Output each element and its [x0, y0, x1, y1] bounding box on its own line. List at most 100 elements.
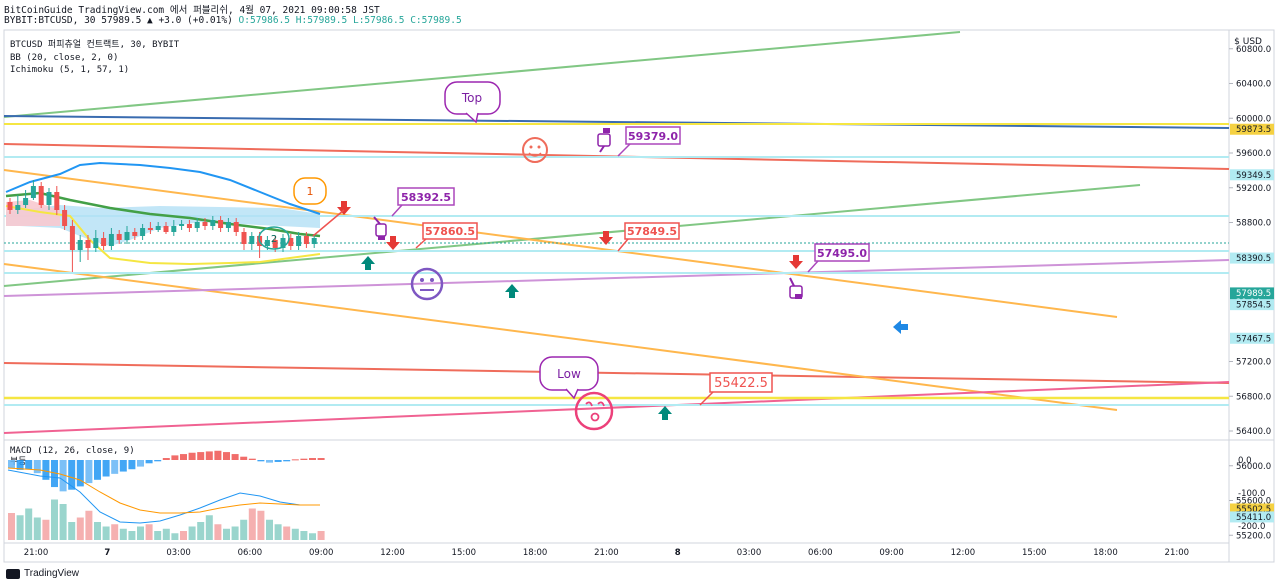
annotations: Top Low 1 2 58392.5 57860.5 57849 [258, 81, 908, 431]
candle-body [54, 192, 60, 210]
arrow-up-icon-1 [361, 256, 375, 270]
price-tag-label: 57854.5 [1236, 301, 1271, 311]
macd-histogram-bar [309, 458, 316, 460]
macd-histogram-bar [76, 460, 84, 487]
x-tick-label: 03:00 [166, 548, 191, 558]
price-tag-bg [1230, 252, 1274, 264]
candle-body [7, 202, 13, 210]
price-tag-bg [1230, 169, 1274, 181]
price-label-57849-text: 57849.5 [627, 225, 677, 238]
publish-line: BitCoinGuide TradingView.com 에서 퍼블리쉬, 4월… [4, 5, 380, 16]
volume-bar [102, 526, 110, 540]
label-low: Low [539, 356, 599, 400]
price-label-55422-text: 55422.5 [714, 376, 768, 391]
macd-histogram-bar [25, 460, 33, 470]
x-tick-label: 21:00 [24, 548, 49, 558]
price-tag-label: 57467.5 [1236, 334, 1271, 344]
candle-body [202, 222, 208, 226]
y-tick-label: 56000.0 [1236, 462, 1271, 472]
candle-body [179, 224, 185, 226]
y-tick-label: 56800.0 [1236, 392, 1271, 402]
macd-histogram-bar [283, 460, 291, 462]
volume-bar [68, 522, 76, 540]
volume-bar [145, 524, 153, 540]
neutral-face-icon [410, 267, 444, 301]
open-value: O:57986.5 [238, 15, 291, 26]
candle-body [124, 232, 130, 240]
volume-bar [283, 526, 291, 540]
symbol-label: BYBIT:BTCUSD, 30 [4, 15, 96, 26]
candle-body [46, 192, 52, 205]
volume-bar [119, 528, 127, 540]
price-tag-bg [1230, 299, 1274, 311]
price-tag-label: 55502.5 [1236, 505, 1271, 515]
pointing-hand-icon-2 [597, 128, 611, 153]
y-tick-label: 58800.0 [1236, 219, 1271, 229]
candle-body [288, 238, 294, 246]
high-value: H:57989.5 [295, 15, 348, 26]
y-tick-label: 59600.0 [1236, 149, 1271, 159]
y-tick-label: 60400.0 [1236, 80, 1271, 90]
volume-bar [197, 522, 205, 540]
candle-body [171, 226, 177, 232]
macd-axis: 0.0 -100.0 -200.0 [1238, 456, 1265, 532]
smile-face-icon [522, 137, 548, 163]
volume-bar [171, 533, 179, 540]
volume-bar [16, 515, 24, 540]
candlesticks [7, 180, 317, 272]
y-tick-label: 56400.0 [1236, 427, 1271, 437]
macd-histogram-bar [188, 452, 196, 460]
candle-body [194, 222, 200, 228]
y-tick-label: 59200.0 [1236, 184, 1271, 194]
macd-histogram-bar [51, 460, 58, 488]
volume-bar [85, 510, 93, 540]
candle-body [311, 238, 317, 244]
ohlc-line: BYBIT:BTCUSD, 30 57989.5 ▲ +3.0 (+0.01%)… [4, 15, 462, 26]
volume-bar [309, 533, 316, 540]
candle-body [225, 222, 231, 228]
signal-line [7, 467, 320, 514]
orange-trend-lower [3, 263, 1118, 411]
macd-histogram-bar [274, 460, 282, 462]
volume-bar [8, 513, 15, 540]
x-tick-label: 8 [675, 548, 681, 558]
macd-histogram-bar [33, 460, 41, 474]
macd-tick-label: 0.0 [1238, 456, 1252, 466]
arrow-down-icon-1 [337, 201, 351, 215]
price-label-57849: 57849.5 [617, 222, 680, 252]
volume-bar [59, 504, 67, 540]
price-label-57495: 57495.0 [807, 243, 870, 273]
candle-body [186, 224, 192, 228]
candle-body [155, 226, 161, 230]
currency-label: $ USD [1234, 37, 1262, 47]
candle-body [132, 232, 138, 236]
price-tag-bg [1230, 332, 1274, 344]
candle-body [218, 220, 224, 228]
volume-bar [214, 524, 222, 540]
x-tick-label: 15:00 [1022, 548, 1047, 558]
candle-body [280, 238, 286, 248]
volume-bar [231, 526, 239, 540]
x-tick-label: 06:00 [238, 548, 263, 558]
x-tick-label: 18:00 [523, 548, 548, 558]
volume-bar [205, 515, 213, 540]
macd-histogram-bar [16, 460, 24, 470]
x-tick-label: 09:00 [879, 548, 904, 558]
candle-body [272, 240, 278, 248]
label-top-text: Top [461, 91, 482, 105]
macd-histogram-bar [231, 454, 239, 460]
candle-body [101, 238, 107, 246]
price-label-57860-text: 57860.5 [425, 225, 475, 238]
volume-bar [128, 531, 136, 540]
macd-histogram-bar [197, 452, 205, 460]
candle-body [62, 210, 68, 226]
macd-histogram-bar [145, 460, 153, 464]
macd-histogram-bar [42, 460, 50, 480]
close-value: C:57989.5 [410, 15, 462, 26]
label-top: Top [444, 81, 501, 124]
macd-histogram-bar [162, 458, 170, 460]
price-label-59379-text: 59379.0 [628, 130, 678, 143]
volume-bar [317, 531, 325, 540]
price-tag-label: 58390.5 [1236, 254, 1271, 264]
